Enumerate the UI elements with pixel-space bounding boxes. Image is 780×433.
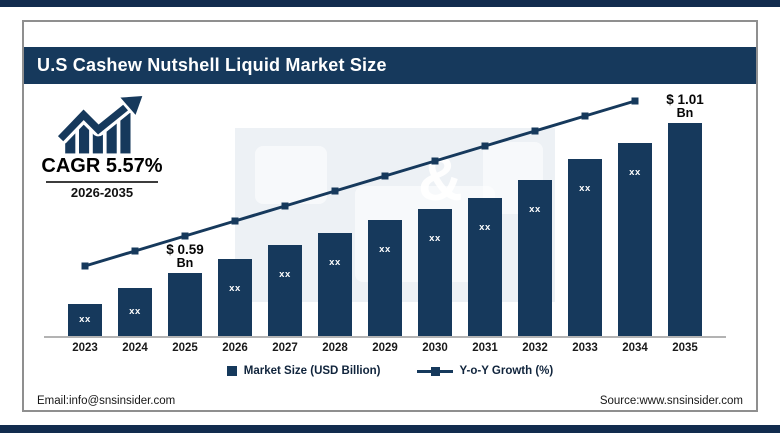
year-label-2025: 2025 — [172, 342, 198, 354]
bar-value-label-2035: $ 1.01 Bn — [666, 92, 704, 120]
plot-area: & xx xx $ 0.59 Bn xx xx xx xx xx xx xx xx xx $ 1.01 Bn — [24, 84, 756, 338]
year-label-2029: 2029 — [372, 342, 398, 354]
bar-inner-label: xx — [329, 257, 341, 268]
bottom-brand-strip — [0, 425, 780, 433]
bar-inner-label: xx — [479, 222, 491, 233]
bar-inner-label: xx — [529, 204, 541, 215]
year-label-2027: 2027 — [272, 342, 298, 354]
cagr-value: CAGR 5.57% — [41, 155, 163, 177]
year-label-2026: 2026 — [222, 342, 248, 354]
year-label-2032: 2032 — [522, 342, 548, 354]
year-label-2028: 2028 — [322, 342, 348, 354]
year-label-2030: 2030 — [422, 342, 448, 354]
bar-inner-label: xx — [579, 183, 591, 194]
bar-2026: xx — [218, 259, 252, 336]
year-label-2031: 2031 — [472, 342, 498, 354]
bar-2032: xx — [518, 180, 552, 336]
cagr-block: CAGR 5.57% 2026-2035 — [30, 94, 174, 202]
year-label-2033: 2033 — [572, 342, 598, 354]
bar-inner-label: xx — [79, 314, 91, 325]
line-marker-icon — [416, 366, 453, 376]
year-label-2024: 2024 — [122, 342, 148, 354]
bar-2035 — [668, 123, 702, 336]
bar-2024: xx — [118, 288, 152, 336]
chart-legend: Market Size (USD Billion) Y-o-Y Growth (… — [24, 365, 756, 377]
bar-inner-label: xx — [379, 244, 391, 255]
page-title: U.S Cashew Nutshell Liquid Market Size — [37, 55, 387, 75]
infographic-panel: U.S Cashew Nutshell Liquid Market Size C… — [22, 20, 758, 412]
footer-source: Source:www.snsinsider.com — [599, 395, 743, 407]
bar-2028: xx — [318, 233, 352, 336]
bar-inner-label: xx — [129, 306, 141, 317]
legend-item-market-size: Market Size (USD Billion) — [226, 365, 381, 377]
bar-2029: xx — [368, 220, 402, 336]
legend-yoy-label: Y-o-Y Growth (%) — [459, 365, 554, 377]
bar-inner-label: xx — [229, 283, 241, 294]
growth-bars-arrow-icon — [56, 94, 146, 154]
watermark-shape — [255, 146, 327, 204]
footer-email: Email:info@snsinsider.com — [37, 395, 176, 407]
bar-inner-label: xx — [429, 233, 441, 244]
yoy-growth-line — [81, 97, 639, 270]
bar-2034: xx — [618, 143, 652, 336]
legend-item-yoy-growth: Y-o-Y Growth (%) — [416, 365, 554, 377]
bar-2025 — [168, 273, 202, 336]
bar-2030: xx — [418, 209, 452, 336]
year-label-2023: 2023 — [72, 342, 98, 354]
bar-2031: xx — [468, 198, 502, 336]
bar-inner-label: xx — [629, 167, 641, 178]
bar-value-label-2025: $ 0.59 Bn — [166, 242, 204, 270]
bar-swatch-icon — [226, 366, 237, 376]
bar-2027: xx — [268, 245, 302, 336]
ampersand-watermark: & — [418, 145, 463, 214]
title-bar: U.S Cashew Nutshell Liquid Market Size — [24, 47, 756, 84]
year-label-2034: 2034 — [622, 342, 648, 354]
bar-inner-label: xx — [279, 269, 291, 280]
top-brand-strip — [0, 0, 780, 7]
legend-market-size-label: Market Size (USD Billion) — [243, 365, 381, 377]
x-axis-line — [44, 336, 726, 338]
year-label-2035: 2035 — [672, 342, 698, 354]
bar-2023: xx — [68, 304, 102, 336]
cagr-period: 2026-2035 — [46, 181, 158, 200]
bar-2033: xx — [568, 159, 602, 336]
